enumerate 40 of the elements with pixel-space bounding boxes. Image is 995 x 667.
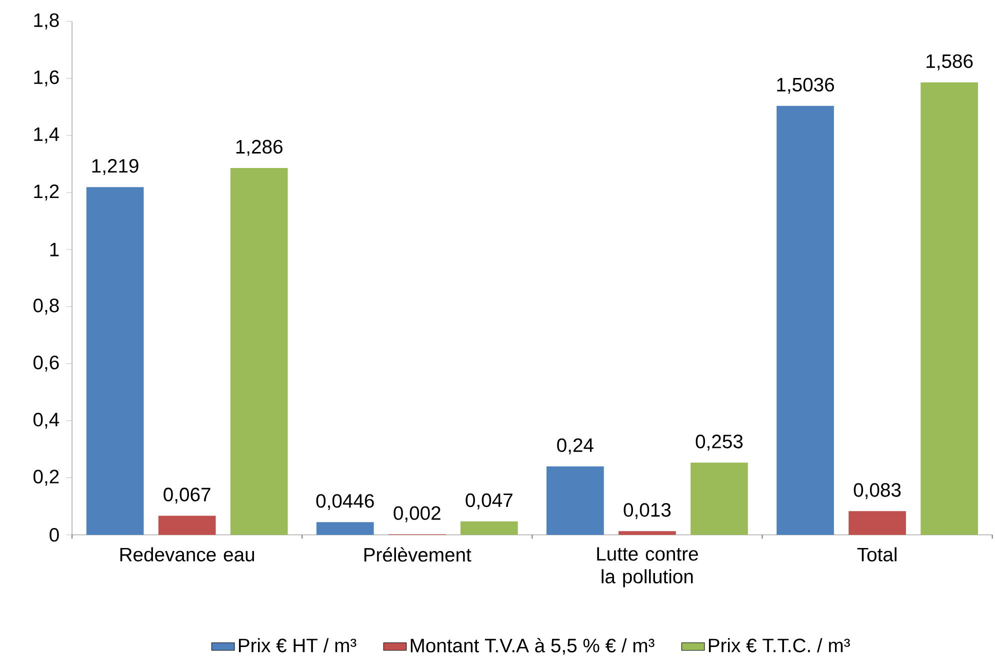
data-label: 1,219 [92, 159, 138, 176]
y-tick-label: 1,6 [34, 70, 59, 86]
y-tick-label: 1,8 [34, 13, 59, 30]
y-tick-label: 1 [50, 242, 59, 256]
bar [920, 82, 978, 535]
legend-label: Montant T.V.A à 5,5 % € / m³ [410, 638, 654, 655]
y-tick-label: 0,6 [33, 356, 59, 372]
x-tick-label: Total [857, 547, 896, 562]
bar [848, 511, 906, 535]
data-label: 0,253 [696, 434, 743, 451]
y-tick-label: 0,2 [33, 470, 59, 486]
y-tick-label: 0,4 [33, 412, 60, 429]
x-tick-label: Lutte contre la pollution [597, 547, 698, 588]
bar [230, 168, 288, 535]
y-tick-label: 0,8 [33, 298, 59, 315]
x-tick-label: Redevance eau [120, 547, 254, 562]
legend-label: Prix € T.T.C. / m³ [708, 638, 850, 652]
data-label: 0,002 [394, 506, 440, 522]
x-tick-label: Prélèvement [364, 547, 472, 562]
bar [776, 106, 834, 535]
data-label: 0,067 [164, 488, 210, 504]
legend-label: Prix € HT / m³ [238, 638, 356, 652]
y-tick-label: 0 [50, 528, 59, 542]
data-label: 0,24 [557, 438, 594, 454]
bar [460, 521, 518, 535]
bar [618, 531, 676, 535]
data-label: 0,047 [466, 493, 512, 510]
bar [86, 187, 144, 535]
y-tick-label: 1,4 [34, 128, 60, 144]
data-label: 0,013 [624, 503, 671, 520]
bar [158, 516, 216, 535]
data-label: 1,5036 [777, 78, 834, 94]
data-label: 1,286 [236, 140, 282, 156]
data-label: 0,0446 [316, 494, 374, 510]
bar [690, 462, 748, 535]
data-label: 0,083 [854, 483, 901, 500]
data-label: 1,586 [926, 54, 973, 70]
bar [546, 466, 604, 535]
bar [316, 522, 374, 535]
y-tick-label: 1,2 [34, 184, 59, 201]
